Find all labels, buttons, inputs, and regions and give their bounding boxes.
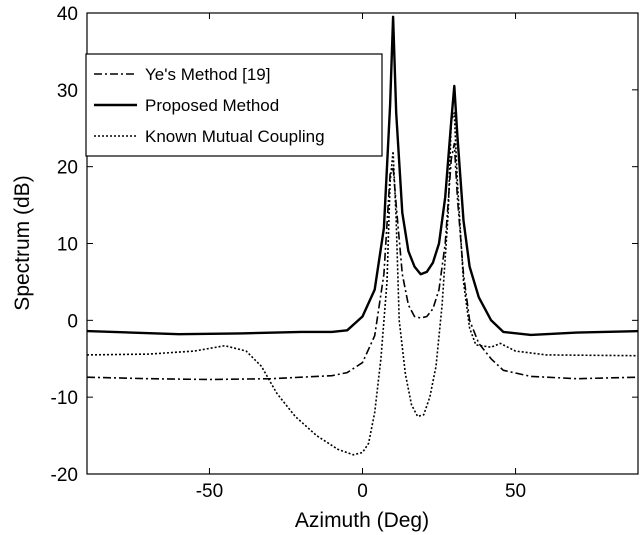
y-tick-label: 20 xyxy=(57,158,78,179)
x-tick-label: 50 xyxy=(505,481,526,502)
y-tick-label: -20 xyxy=(51,465,78,486)
y-tick-label: 10 xyxy=(57,235,78,256)
legend-label-proposed-method: Proposed Method xyxy=(145,96,279,115)
y-tick-label: 30 xyxy=(57,81,78,102)
series-line-proposed-method xyxy=(86,15,639,337)
legend-label-known-mutual-coupling: Known Mutual Coupling xyxy=(145,127,325,146)
legend: Ye's Method [19] Proposed Method Known M… xyxy=(85,53,383,157)
series-line-known-mutual-coupling xyxy=(86,112,639,456)
series-line-ye-s-method-19 xyxy=(86,142,639,381)
y-tick-label: 40 xyxy=(57,4,78,25)
x-tick-label: 0 xyxy=(357,481,368,502)
tick-layer: -50 0 50 -20 -10 0 10 20 30 40 xyxy=(51,4,638,502)
y-tick-label: 0 xyxy=(67,311,78,332)
y-axis-label: Spectrum (dB) xyxy=(11,175,34,310)
x-tick-label: -50 xyxy=(196,481,223,502)
legend-label-ye-method: Ye's Method [19] xyxy=(145,65,270,84)
series-layer xyxy=(86,15,639,456)
y-tick-label: -10 xyxy=(51,388,78,409)
x-axis-label: Azimuth (Deg) xyxy=(295,509,429,532)
